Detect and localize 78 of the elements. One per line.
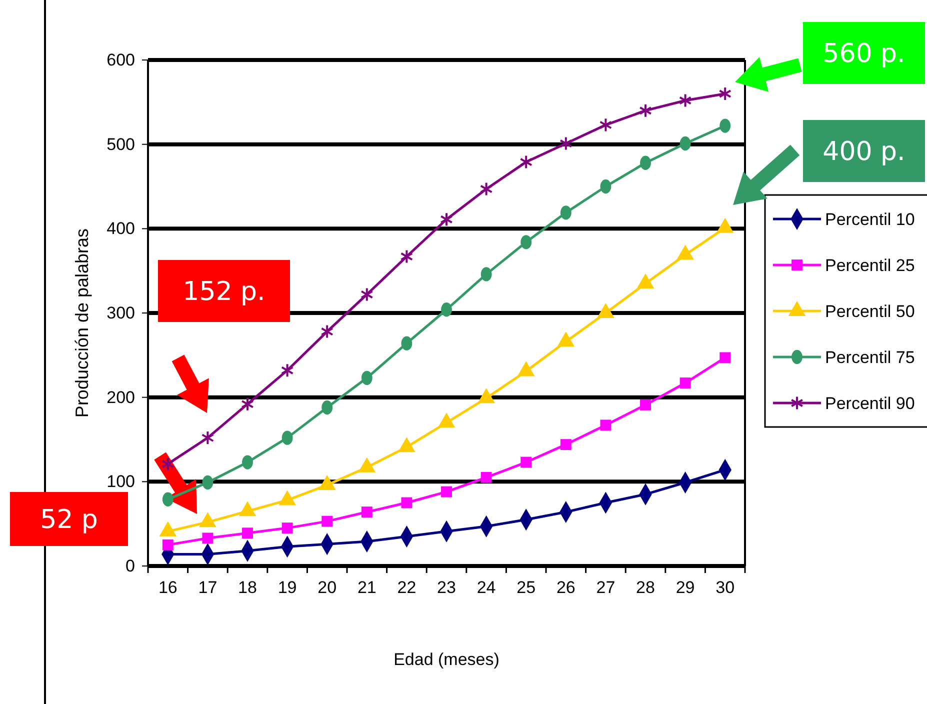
x-tick-label: 28 (636, 578, 655, 597)
point (560, 206, 572, 220)
x-tick-label: 29 (676, 578, 695, 597)
legend-label: Percentil 90 (825, 394, 915, 413)
x-tick-label: 26 (556, 578, 576, 597)
point (640, 156, 651, 170)
point (559, 136, 572, 151)
point (162, 492, 174, 506)
x-tick-label: 23 (437, 578, 456, 597)
point (361, 506, 372, 518)
y-tick-label: 300 (106, 303, 135, 322)
point (600, 179, 612, 194)
y-tick-label: 0 (126, 556, 135, 576)
y-tick-label: 100 (106, 472, 135, 492)
text: 400 p. (822, 137, 906, 167)
point (241, 396, 254, 412)
point (441, 486, 452, 498)
y-tick-label: 400 (106, 219, 135, 238)
point (322, 400, 333, 415)
point (282, 522, 293, 534)
point (720, 118, 731, 133)
point (680, 378, 691, 388)
x-tick-label: 24 (476, 578, 496, 597)
point (441, 302, 452, 317)
point (520, 456, 532, 468)
x-tick-label: 21 (357, 578, 376, 597)
y-axis-title: Producción de palabras (72, 228, 92, 418)
x-tick-label: 20 (318, 578, 337, 597)
x-tick-label: 27 (596, 578, 616, 597)
point (282, 430, 293, 445)
x-tick-label: 18 (238, 578, 257, 597)
point (480, 472, 492, 483)
text: 560 p. (822, 39, 906, 69)
annotation: 152 p. (182, 277, 266, 307)
x-axis-title: Edad (meses) (394, 650, 500, 669)
point (401, 497, 412, 508)
point (678, 93, 692, 108)
point (401, 336, 412, 350)
point (640, 399, 651, 410)
point (322, 516, 333, 527)
x-tick-label: 25 (516, 578, 536, 597)
x-tick-label: 22 (397, 578, 416, 597)
point (162, 539, 174, 550)
y-tick-label: 200 (106, 388, 135, 407)
y-tick-label: 600 (106, 50, 135, 70)
legend-label: Percentil 50 (825, 302, 915, 321)
point (718, 86, 732, 101)
point (520, 154, 533, 170)
point (400, 249, 414, 264)
y-tick-label: 500 (106, 134, 135, 154)
point (242, 455, 253, 470)
point (161, 456, 174, 472)
text: 52 p (40, 505, 98, 535)
point (360, 287, 374, 302)
point (600, 420, 612, 431)
point (242, 528, 253, 539)
point (680, 136, 691, 151)
point (520, 235, 532, 250)
point (320, 324, 334, 339)
point (202, 532, 214, 544)
legend-label: Percentil 25 (825, 256, 915, 275)
x-tick-label: 16 (158, 578, 178, 597)
point (361, 370, 372, 385)
legend-label: Percentil 75 (825, 348, 915, 367)
point (201, 430, 214, 446)
point (280, 363, 294, 378)
point (480, 267, 492, 282)
point (639, 103, 652, 118)
point (720, 352, 731, 364)
x-tick-label: 30 (716, 578, 735, 597)
point (599, 118, 612, 132)
point (480, 182, 493, 196)
x-tick-label: 17 (198, 578, 218, 597)
x-tick-label: 19 (278, 578, 297, 597)
point (440, 212, 453, 227)
point (202, 475, 214, 490)
legend-label: Percentil 10 (825, 210, 915, 229)
point (560, 439, 572, 450)
